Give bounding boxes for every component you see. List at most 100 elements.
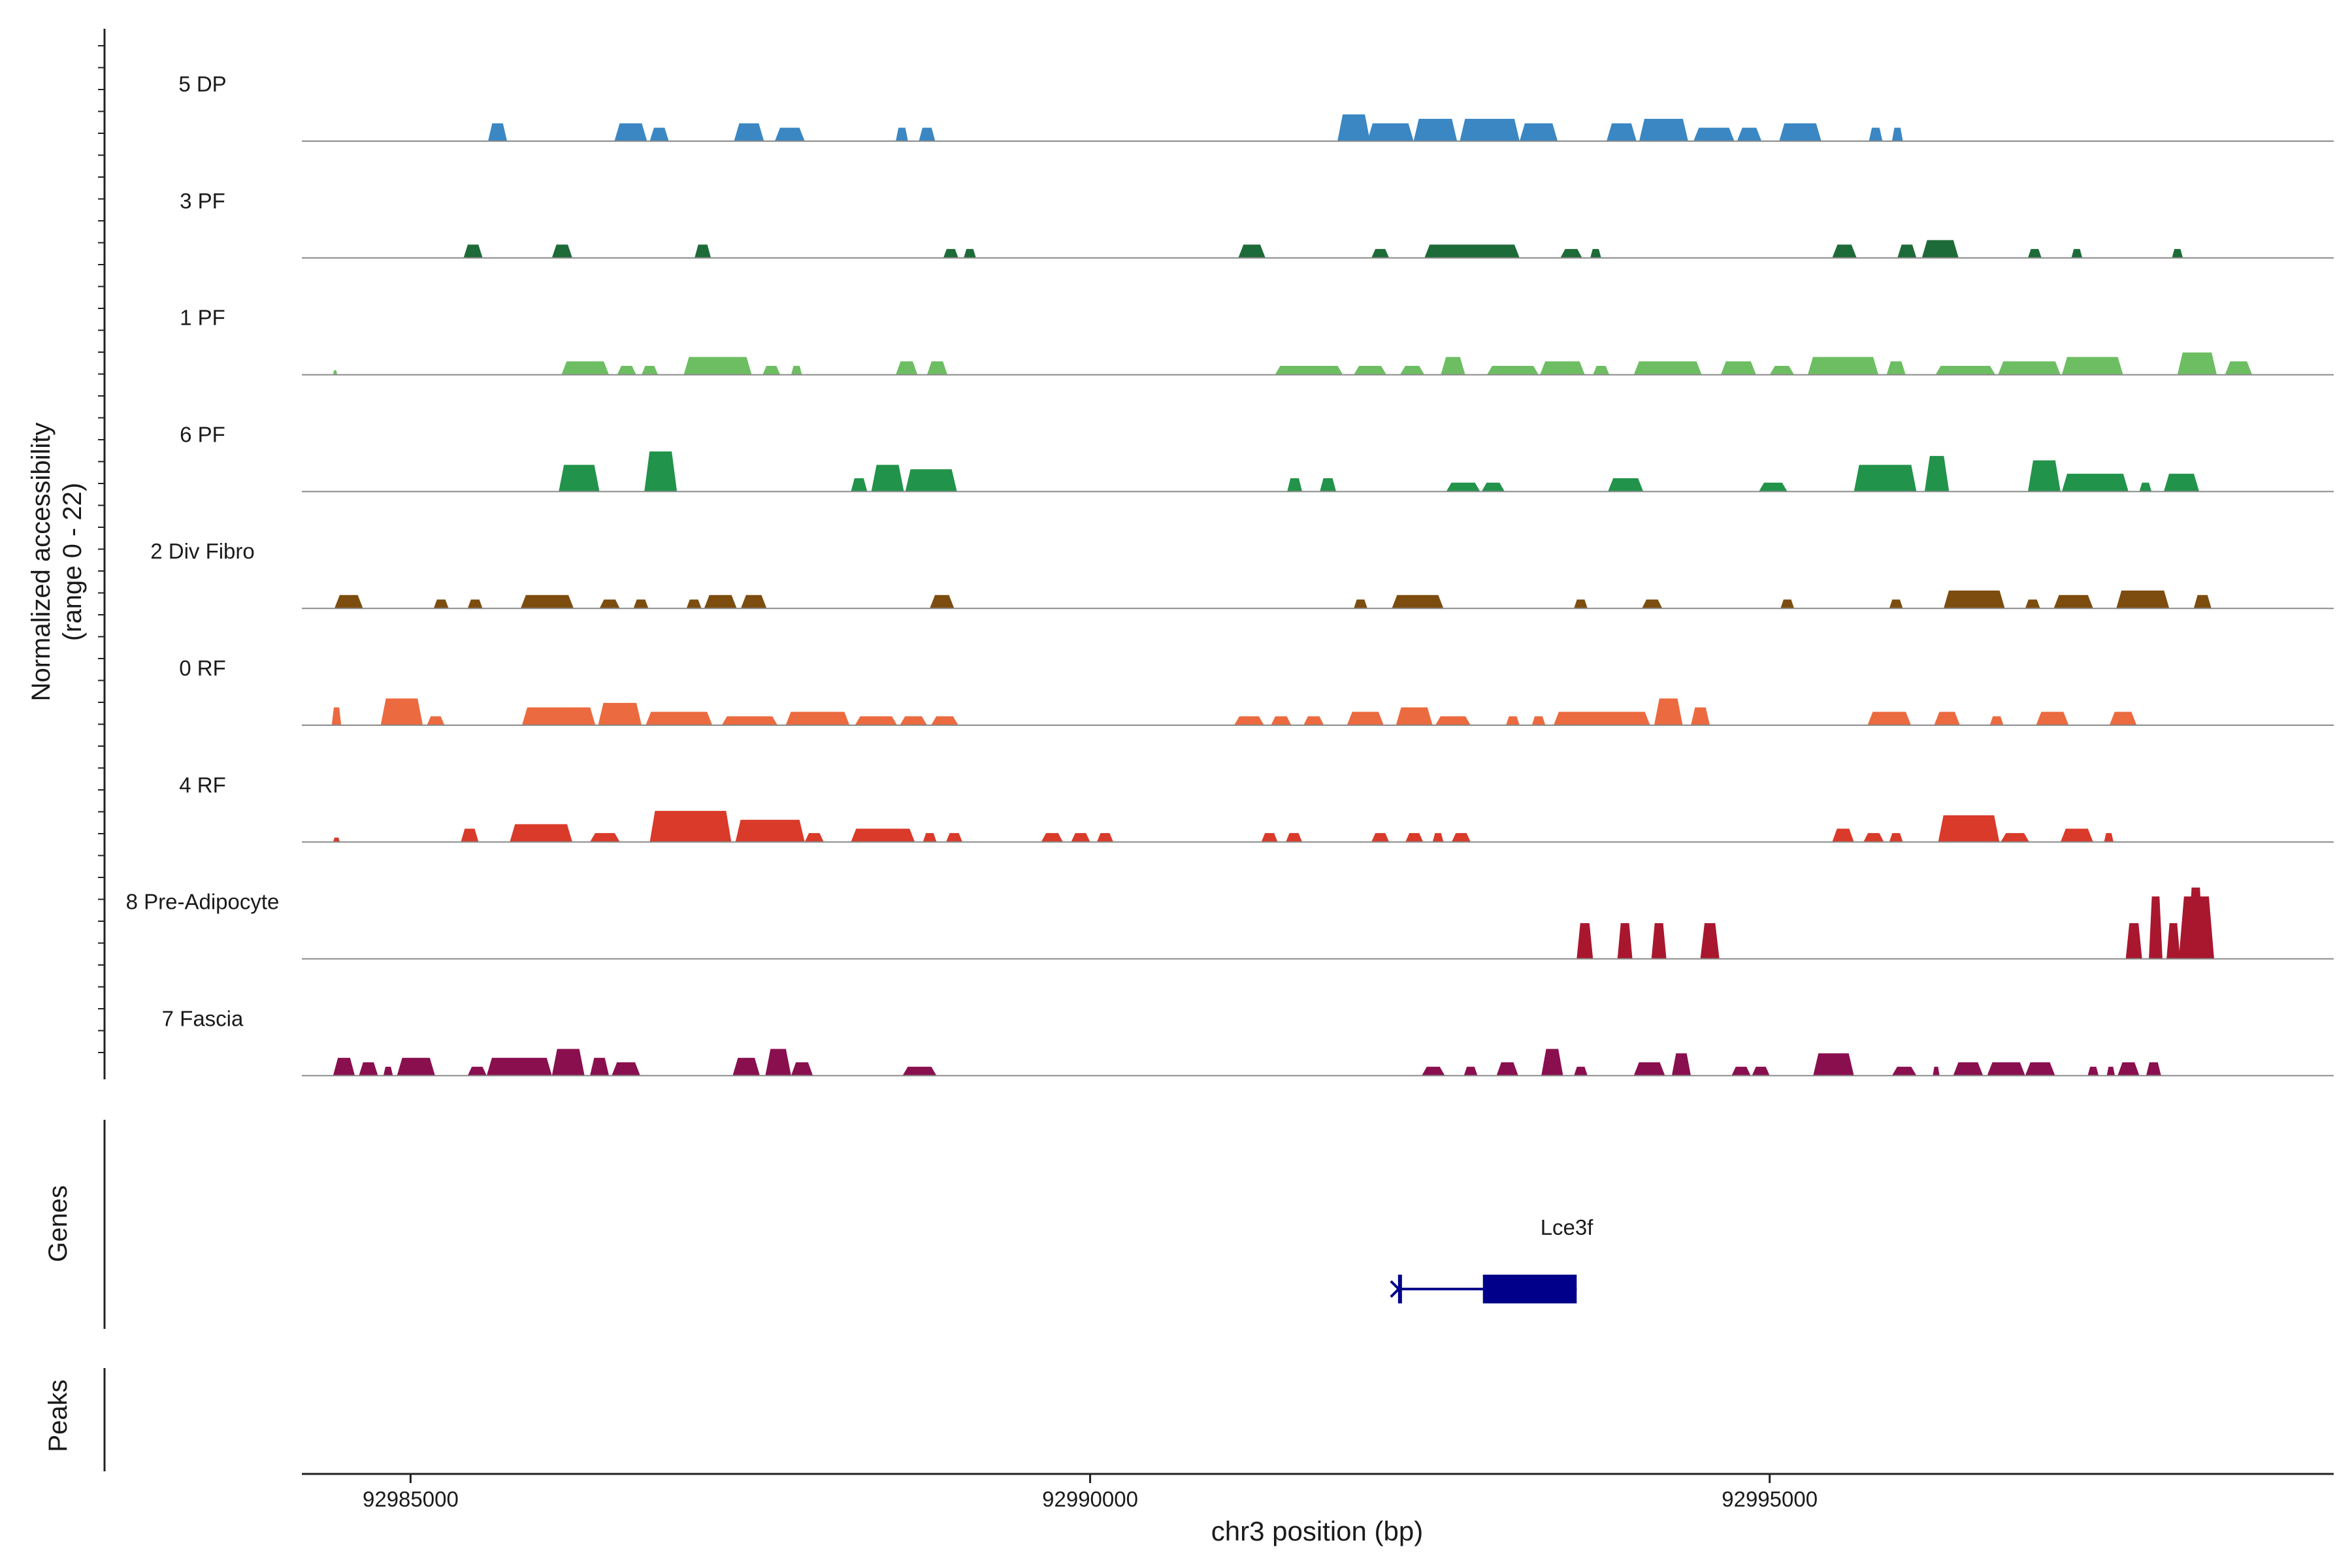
coverage-peak: [467, 599, 483, 609]
coverage-peak: [599, 599, 620, 609]
x-tick-label: 92985000: [363, 1487, 459, 1511]
coverage-peak: [1574, 599, 1588, 609]
coverage-peak: [433, 599, 449, 609]
coverage-peak: [510, 824, 572, 842]
coverage-peak: [2071, 249, 2083, 258]
coverage-peak: [2036, 711, 2069, 725]
coverage-peak: [1441, 357, 1465, 375]
coverage-peak: [1371, 833, 1390, 842]
coverage-peak: [1463, 1066, 1478, 1076]
coverage-peak: [380, 698, 423, 725]
coverage-peak: [1720, 361, 1756, 375]
coverage-peak: [559, 465, 600, 492]
coverage-peak: [1769, 365, 1795, 375]
coverage-peak: [2061, 357, 2123, 375]
coverage-peak: [762, 365, 781, 375]
coverage-peak: [2104, 833, 2114, 842]
coverage-peak: [902, 1066, 937, 1076]
y-axis-label-line2: (range 0 - 22): [58, 483, 87, 641]
coverage-peak: [851, 478, 868, 492]
coverage-peak: [383, 1066, 393, 1076]
coverage-peak: [645, 711, 713, 725]
coverage-peak: [1933, 1066, 1940, 1076]
coverage-peak: [461, 828, 479, 842]
coverage-peak: [735, 819, 805, 842]
coverage-peak: [919, 127, 936, 141]
coverage-peak: [1413, 118, 1458, 141]
coverage-peak: [930, 595, 955, 609]
coverage-peak: [2061, 474, 2129, 492]
coverage-peak: [683, 357, 752, 375]
coverage-peak: [333, 1058, 355, 1076]
coverage-peak: [1832, 828, 1854, 842]
coverage-peak: [1731, 1066, 1751, 1076]
coverage-peak: [2177, 352, 2217, 375]
coverage-peak: [740, 595, 767, 609]
coverage-peak: [1238, 244, 1266, 258]
coverage-peak: [1854, 465, 1917, 492]
coverage-peak: [1867, 711, 1912, 725]
coverage-peak: [590, 833, 620, 842]
coverage-peak: [2149, 896, 2163, 959]
coverage-peak: [487, 123, 508, 141]
coverage-peak: [2225, 361, 2253, 375]
coverage-peak: [551, 1049, 585, 1076]
coverage-peak: [686, 599, 702, 609]
coverage-peak: [694, 244, 711, 258]
coverage-peak: [721, 716, 778, 725]
coverage-peak: [1486, 365, 1539, 375]
coverage-peak: [1891, 127, 1903, 141]
coverage-peak: [1607, 123, 1637, 141]
coverage-peak: [333, 837, 340, 842]
coverage-peak: [649, 811, 732, 842]
track-6: 4 RF: [179, 773, 2334, 843]
coverage-peak: [1737, 127, 1762, 141]
coverage-peak: [1987, 1062, 2025, 1076]
coverage-peak: [2166, 923, 2180, 959]
coverage-peak: [791, 1062, 813, 1076]
coverage-peak: [1481, 482, 1505, 492]
coverage-peak: [1691, 707, 1710, 725]
coverage-peak: [2027, 460, 2061, 492]
coverage-peak: [1337, 114, 1371, 141]
coverage-peak: [964, 249, 976, 258]
track-label: 6 PF: [180, 422, 225, 446]
coverage-peak: [644, 451, 678, 492]
coverage-peak: [1354, 599, 1367, 609]
coverage-peak: [1886, 361, 1906, 375]
coverage-peak: [1460, 118, 1520, 141]
coverage-peak: [1759, 482, 1788, 492]
track-label: 2 Div Fibro: [150, 539, 255, 563]
coverage-peak: [1642, 599, 1663, 609]
coverage-peak: [1654, 698, 1683, 725]
coverage-peak: [331, 707, 342, 725]
coverage-peak: [1303, 716, 1324, 725]
coverage-peak: [2163, 474, 2200, 492]
coverage-peak: [2125, 923, 2142, 959]
coverage-peak: [1617, 923, 1633, 959]
coverage-peak: [1633, 1062, 1665, 1076]
coverage-peak: [1519, 123, 1558, 141]
coverage-peak: [804, 833, 824, 842]
track-0: 5 DP: [178, 72, 2334, 142]
coverage-peak: [1639, 118, 1688, 141]
strand-arrow-icon: [1390, 1280, 1401, 1298]
track-3: 6 PF: [180, 422, 2334, 493]
coverage-peak: [900, 716, 927, 725]
track-1: 3 PF: [180, 189, 2334, 259]
track-7: 8 Pre-Adipocyte: [126, 887, 2334, 960]
coverage-peak: [1531, 716, 1546, 725]
coverage-peak: [617, 365, 636, 375]
coverage-peak: [1700, 923, 1720, 959]
coverage-peak: [1943, 590, 2005, 609]
coverage-peak: [1938, 815, 2000, 842]
coverage-peak: [734, 123, 764, 141]
coverage-peak: [551, 244, 572, 258]
coverage-peak: [642, 365, 659, 375]
coverage-peak: [1541, 1049, 1563, 1076]
coverage-peak: [1392, 595, 1444, 609]
coverage-peak: [2025, 1062, 2055, 1076]
coverage-peak: [1234, 716, 1264, 725]
coverage-peak: [851, 828, 915, 842]
